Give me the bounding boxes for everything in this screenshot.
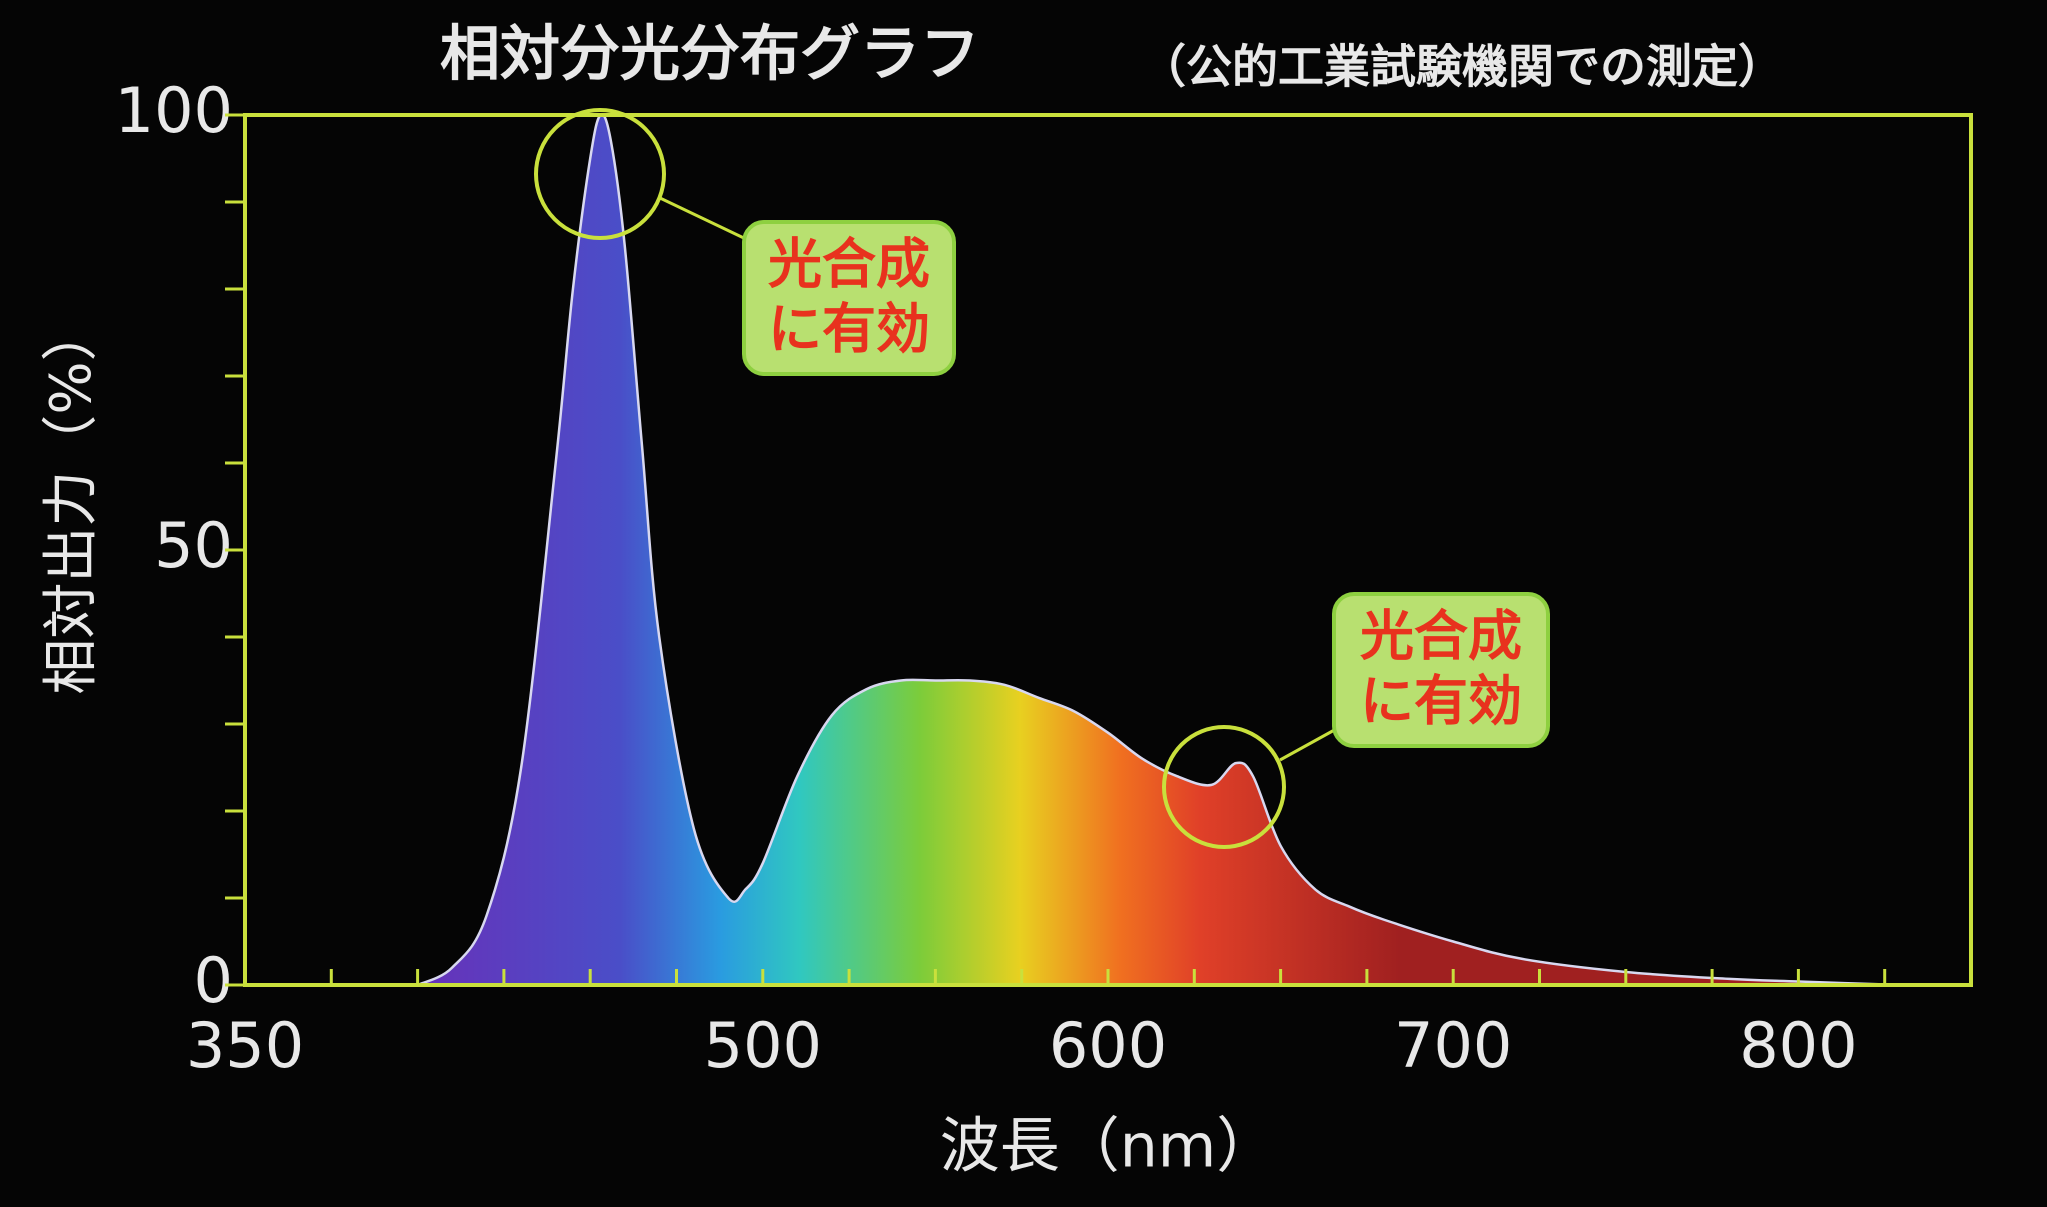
y-tick-label: 100 [115,74,233,147]
area [417,114,1902,986]
annotation-text: に有効 [1360,670,1522,733]
y-tick-label: 0 [194,944,233,1017]
chart-title: 相対分光分布グラフ [440,20,980,90]
y-axis-label: 相対出力（%） [39,305,104,694]
annotation-box [1332,592,1550,748]
chart-subtitle: （公的工業試験機関での測定） [1140,40,1784,94]
annotation: 光合成 に有効 [1162,592,1550,849]
plot-area: 0 50 100 350 500 600 700 800 [115,74,1973,1082]
x-tick-label: 600 [1049,1009,1167,1082]
x-tick-label: 700 [1394,1009,1512,1082]
annotation-text: 光合成 [768,233,930,296]
x-tick-label: 500 [704,1009,822,1082]
annotation-box [742,220,956,376]
annotation-text: 光合成 [1360,605,1522,668]
highlight-circle [1162,725,1286,849]
annotation: 光合成 に有効 [534,108,956,376]
x-tick-label: 800 [1739,1009,1857,1082]
highlight-circle [534,108,666,240]
annotation-text: に有効 [768,298,930,361]
connector [1279,726,1339,762]
x-axis-label: 波長（nm） [940,1112,1276,1182]
y-tick-label: 50 [154,509,233,582]
connector [659,196,749,242]
x-tick-label: 350 [186,1009,304,1082]
